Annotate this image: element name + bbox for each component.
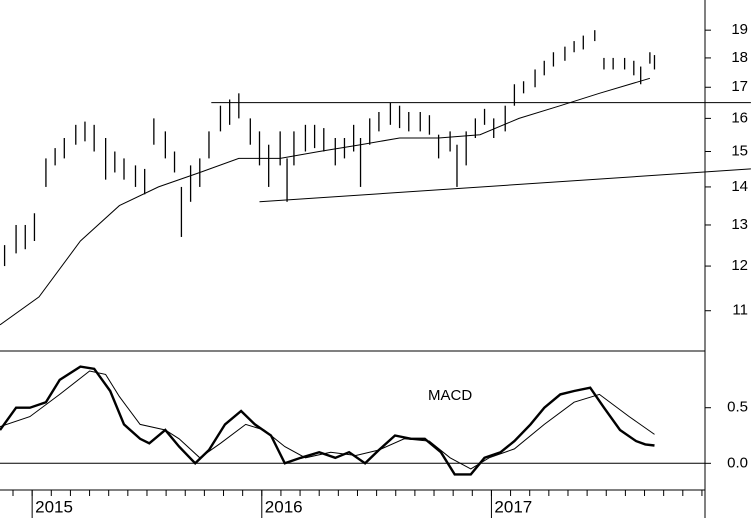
y-tick-label: 12 — [731, 257, 748, 274]
y-tick-label: 18 — [731, 49, 748, 66]
y-tick-label: 15 — [731, 142, 748, 159]
y-tick-label: 14 — [731, 178, 748, 195]
y-tick-label: 0.0 — [727, 454, 748, 471]
y-tick-label: 11 — [732, 302, 748, 319]
annotation: MACD — [428, 387, 472, 404]
x-tick-label: 2017 — [494, 497, 532, 516]
macd-line — [0, 365, 655, 476]
macd-line — [0, 370, 655, 470]
trend-line — [259, 168, 751, 203]
x-tick-label: 2016 — [265, 497, 303, 516]
x-tick-label: 2015 — [35, 497, 73, 516]
y-tick-label: 0.5 — [727, 399, 748, 416]
y-tick-label: 19 — [731, 21, 748, 38]
moving-average — [0, 77, 651, 326]
y-tick-label: 17 — [731, 78, 748, 95]
y-tick-label: 13 — [731, 216, 748, 233]
y-tick-label: 16 — [731, 109, 748, 126]
